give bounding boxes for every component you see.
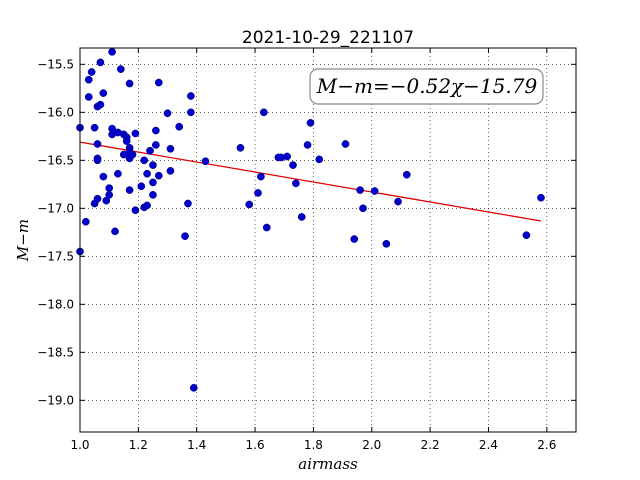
data-point: [175, 122, 184, 131]
y-tick-label: −17.0: [37, 201, 74, 215]
annotation-box: M−m=−0.52χ−15.79: [309, 68, 544, 105]
data-point: [289, 161, 297, 169]
data-point: [259, 108, 268, 117]
grid-lines: [79, 48, 576, 432]
data-point: [154, 171, 163, 180]
data-point: [111, 227, 119, 236]
data-point: [201, 157, 210, 166]
data-point: [262, 223, 271, 232]
data-point: [356, 186, 364, 194]
data-point: [116, 65, 125, 73]
data-point: [140, 156, 149, 165]
x-tick-label: 2.4: [479, 438, 498, 452]
fit-equation: M−m=−0.52χ−15.79: [316, 74, 538, 98]
data-point: [166, 167, 175, 175]
data-point: [382, 239, 391, 248]
data-point: [108, 47, 116, 56]
x-tick-label: 2.0: [362, 438, 381, 452]
chart-title: 2021-10-29_221107: [242, 28, 414, 48]
data-point: [125, 79, 134, 88]
y-tick-label: −19.0: [37, 393, 74, 407]
data-point: [90, 123, 99, 132]
data-point: [537, 193, 545, 202]
x-axis-label: airmass: [298, 455, 358, 473]
data-point: [350, 235, 359, 243]
y-tick-label: −17.5: [37, 249, 74, 263]
data-point: [303, 141, 312, 149]
data-point: [257, 172, 265, 181]
fit-line-group: [79, 141, 542, 222]
data-point: [149, 178, 157, 187]
data-point: [187, 92, 195, 100]
data-point: [152, 126, 160, 135]
data-point: [96, 58, 105, 67]
x-tick-label: 2.2: [421, 438, 440, 452]
data-point: [189, 383, 198, 392]
x-tick-label: 1.2: [129, 438, 148, 452]
data-point: [105, 184, 114, 193]
data-point: [341, 140, 350, 148]
data-point: [394, 197, 402, 206]
data-point: [93, 154, 102, 163]
data-point: [184, 199, 192, 208]
fit-line: [79, 141, 542, 222]
y-axis-label: M−m: [14, 219, 32, 262]
data-point: [522, 231, 531, 240]
data-point: [297, 213, 306, 221]
data-point: [143, 201, 151, 210]
data-point: [93, 194, 102, 203]
data-point: [152, 141, 160, 149]
data-point: [306, 119, 315, 127]
data-point: [236, 143, 245, 152]
data-point: [254, 189, 262, 197]
data-point: [84, 75, 93, 84]
y-tick-label: −15.5: [37, 57, 74, 71]
data-point: [149, 161, 157, 169]
data-point: [146, 146, 154, 155]
data-point: [84, 93, 93, 101]
data-point: [99, 89, 108, 97]
axis-ticks: 1.0 1.2 1.4 1.6 1.8 2.0 2.2 2.4 2.6 −15.5 −16.0 −16…: [37, 48, 576, 452]
data-point: [87, 68, 96, 76]
data-point: [163, 109, 172, 118]
data-point: [166, 144, 175, 153]
data-point: [96, 100, 105, 109]
y-tick-label: −18.0: [37, 297, 74, 311]
data-point: [143, 169, 151, 178]
data-point: [315, 155, 324, 164]
data-point: [292, 179, 300, 188]
data-point: [359, 204, 367, 213]
data-point: [122, 137, 131, 145]
data-point: [131, 129, 140, 138]
x-tick-label: 1.6: [246, 438, 265, 452]
x-tick-label: 1.0: [70, 438, 89, 452]
data-point: [283, 152, 292, 161]
data-point: [370, 187, 379, 195]
data-point: [131, 206, 140, 215]
data-point: [137, 182, 146, 191]
data-point: [149, 191, 157, 199]
y-tick-label: −18.5: [37, 345, 74, 359]
data-point: [181, 232, 189, 241]
data-point: [81, 217, 90, 226]
x-tick-label: 1.4: [187, 438, 206, 452]
data-point: [125, 186, 134, 194]
x-tick-label: 1.8: [304, 438, 323, 452]
data-point: [93, 140, 102, 148]
plot-frame: [79, 47, 577, 433]
annotation-frame: [309, 68, 544, 105]
y-tick-label: −16.0: [37, 105, 74, 119]
data-point: [402, 170, 411, 179]
data-point: [245, 200, 254, 209]
data-point: [187, 108, 195, 117]
y-tick-label: −16.5: [37, 153, 74, 167]
data-point: [99, 172, 108, 181]
data-point: [128, 150, 137, 159]
data-point: [154, 78, 163, 87]
data-points: [76, 47, 545, 392]
data-point: [105, 191, 114, 199]
x-tick-label: 2.6: [537, 438, 556, 452]
data-point: [114, 169, 122, 178]
